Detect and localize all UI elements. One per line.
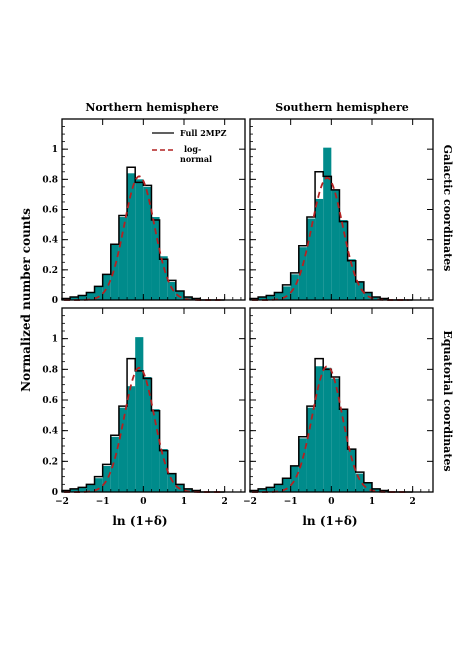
fill-bar — [298, 438, 307, 492]
fill-bar — [298, 247, 307, 300]
fill-bar — [290, 274, 299, 300]
panel-4: −2 −1 0 1 2 — [243, 307, 434, 507]
legend-label-full-2mpz: Full 2MPZ — [180, 128, 227, 138]
y-tick-label: 0 — [52, 296, 58, 306]
panel-3: −2 −1 0 1 2 0 0.2 0.4 0.6 0.8 1 — [42, 307, 246, 507]
column-title-north: Northern hemisphere — [85, 101, 218, 114]
fill-bar — [143, 377, 152, 492]
x-axis-title-right: ln (1+δ) — [302, 514, 357, 528]
fill-bar — [151, 409, 160, 492]
panel-1: 0 0.2 0.4 0.6 0.8 1 — [42, 118, 246, 306]
fill-bar — [118, 217, 128, 300]
fill-bar — [331, 378, 340, 492]
fill-bar — [380, 298, 389, 300]
legend-label-line2: normal — [180, 154, 212, 164]
fill-bar — [347, 449, 356, 492]
y-tick-label: 0 — [52, 488, 58, 498]
fill-bar — [355, 473, 364, 492]
fill-bar — [347, 259, 356, 300]
fill-bar — [339, 220, 348, 300]
fill-bar — [306, 407, 316, 492]
fill-bar — [306, 218, 316, 300]
fill-bar — [282, 478, 291, 492]
fill-bar — [86, 484, 95, 492]
fill-bar — [94, 286, 103, 300]
y-tick-label: 1 — [52, 335, 58, 345]
x-tick-label: 1 — [369, 497, 375, 507]
outline-histogram — [61, 166, 225, 301]
fill-bar — [323, 367, 332, 492]
fill-bar — [135, 179, 144, 300]
fill-bar — [135, 337, 144, 492]
fill-bar — [110, 436, 119, 492]
fill-bar — [372, 488, 381, 492]
legend-label-log-normal: log- normal — [180, 144, 212, 164]
fill-bar — [86, 292, 95, 300]
row-label-equatorial: Equatorial coordinates — [441, 330, 454, 471]
fill-bar — [78, 295, 87, 300]
x-tick-label: 0 — [328, 497, 334, 507]
fill-bar — [127, 386, 136, 492]
fill-bar — [78, 487, 87, 492]
fill-bar — [70, 488, 79, 492]
fill-bar — [118, 407, 128, 492]
fill-bar — [159, 449, 168, 492]
fill-bar — [151, 217, 160, 300]
fill-bar — [258, 296, 267, 300]
legend: Full 2MPZ log- normal — [152, 128, 227, 164]
x-tick-label: −2 — [55, 497, 69, 507]
fill-bar — [167, 473, 176, 492]
legend-label-line1: log- — [184, 144, 201, 154]
fill-bar — [266, 487, 275, 492]
fill-bar — [315, 198, 324, 300]
fill-bar — [102, 465, 111, 492]
fill-bar — [274, 484, 283, 492]
x-tick-label: −1 — [96, 497, 110, 507]
fill-bar — [94, 478, 103, 492]
fill-bar — [282, 286, 291, 300]
y-tick-label: 1 — [52, 145, 58, 155]
fill-bar — [102, 274, 111, 300]
fill-bar — [143, 186, 152, 300]
row-label-galactic: Galactic coordinates — [441, 145, 454, 272]
fill-bar — [315, 366, 324, 492]
fill-bar — [274, 292, 283, 300]
panel-2 — [249, 118, 434, 301]
fill-bar — [290, 465, 299, 492]
y-tick-label: 0.8 — [42, 175, 58, 185]
y-tick-label: 0.6 — [42, 396, 58, 406]
fill-bar — [159, 256, 168, 300]
fill-bar — [167, 281, 176, 300]
y-tick-label: 0.4 — [42, 236, 58, 246]
fill-bar — [372, 296, 381, 300]
fill-bar — [331, 189, 340, 300]
x-tick-label: 2 — [410, 497, 416, 507]
x-tick-label: −2 — [243, 497, 257, 507]
fill-bar — [266, 295, 275, 300]
fill-bar — [175, 290, 184, 300]
y-tick-label: 0.6 — [42, 206, 58, 216]
outline-histogram — [249, 171, 413, 301]
fill-bar — [339, 409, 348, 492]
fill-bar — [258, 488, 267, 492]
fill-bar — [363, 482, 372, 492]
y-axis-title: Normalized number counts — [19, 208, 33, 392]
x-tick-label: 0 — [140, 497, 146, 507]
y-tick-label: 0.4 — [42, 427, 58, 437]
fill-bar — [127, 173, 136, 300]
y-tick-label: 0.8 — [42, 365, 58, 375]
x-tick-label: 2 — [222, 497, 228, 507]
fill-bar — [323, 147, 332, 300]
panels: 0 0.2 0.4 0.6 0.8 1 −2 −1 0 1 2 0 0.2 0.4 0.6 0.8 1 −2 −1 0… — [42, 118, 434, 507]
fill-bar — [355, 281, 364, 300]
column-title-south: Southern hemisphere — [275, 101, 408, 114]
x-axis-title-left: ln (1+δ) — [112, 514, 167, 528]
y-tick-label: 0.2 — [42, 457, 58, 467]
fill-bar — [110, 244, 119, 300]
x-tick-label: 1 — [181, 497, 187, 507]
fill-bar — [70, 296, 79, 300]
y-tick-label: 0.2 — [42, 266, 58, 276]
x-tick-label: −1 — [284, 497, 298, 507]
